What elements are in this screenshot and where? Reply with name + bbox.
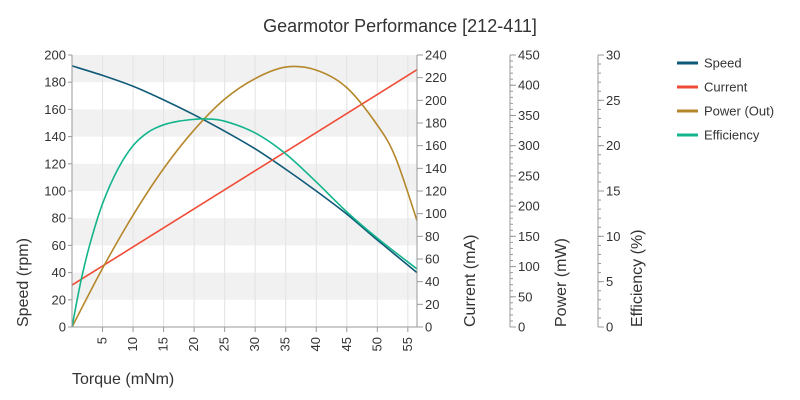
efficiency-tick-label: 5 <box>606 274 613 289</box>
speed-tick-label: 0 <box>59 320 66 335</box>
speed-axis-title: Speed (rpm) <box>15 238 32 327</box>
current-tick-label: 140 <box>425 161 447 176</box>
power-tick-label: 300 <box>518 138 540 153</box>
x-axis-title: Torque (mNm) <box>72 371 174 388</box>
power-tick-label: 350 <box>518 108 540 123</box>
speed-tick-label: 160 <box>44 102 66 117</box>
series-line-current <box>71 69 418 286</box>
efficiency-tick-label: 30 <box>606 48 620 63</box>
x-tick-label: 5 <box>95 337 110 344</box>
efficiency-tick-label: 20 <box>606 138 620 153</box>
speed-tick-label: 120 <box>44 156 66 171</box>
current-tick-label: 200 <box>425 93 447 108</box>
legend-label-speed: Speed <box>704 56 742 71</box>
power-tick-label: 400 <box>518 78 540 93</box>
series-layer <box>71 65 418 328</box>
power-tick-label: 50 <box>518 289 532 304</box>
current-tick-label: 60 <box>425 252 439 267</box>
power-tick-label: 450 <box>518 48 540 63</box>
legend: Speed Current Power (Out) Efficiency <box>677 56 774 143</box>
power-tick-label: 250 <box>518 168 540 183</box>
current-axis-title: Current (mA) <box>462 235 479 327</box>
background-band <box>72 55 417 83</box>
speed-tick-label: 200 <box>44 48 66 63</box>
current-tick-label: 160 <box>425 138 447 153</box>
x-tick-label: 45 <box>339 337 354 351</box>
legend-label-efficiency: Efficiency <box>704 128 760 143</box>
current-tick-label: 240 <box>425 48 447 63</box>
efficiency-axis-title: Efficiency (%) <box>629 229 646 327</box>
efficiency-tick-label: 0 <box>606 320 613 335</box>
current-tick-label: 0 <box>425 320 432 335</box>
series-line-efficiency <box>71 118 418 328</box>
background-band <box>72 109 417 137</box>
speed-tick-label: 100 <box>44 184 66 199</box>
series-line-power-out <box>71 65 418 328</box>
current-tick-label: 40 <box>425 274 439 289</box>
x-tick-label: 55 <box>400 337 415 351</box>
legend-label-current: Current <box>704 80 748 95</box>
speed-tick-label: 80 <box>52 211 66 226</box>
x-tick-label: 20 <box>186 337 201 351</box>
power-tick-label: 0 <box>518 320 525 335</box>
axes-layer: 5 10 15 20 25 30 35 40 45 50 550204060801001201401… <box>15 48 646 352</box>
power-tick-label: 150 <box>518 229 540 244</box>
current-tick-label: 100 <box>425 206 447 221</box>
power-tick-label: 200 <box>518 199 540 214</box>
speed-tick-label: 60 <box>52 238 66 253</box>
x-tick-label: 15 <box>156 337 171 351</box>
x-tick-label: 30 <box>247 337 262 351</box>
x-tick-label: 25 <box>217 337 232 351</box>
x-tick-label: 40 <box>308 337 323 351</box>
speed-tick-label: 180 <box>44 75 66 90</box>
power-tick-label: 100 <box>518 259 540 274</box>
efficiency-tick-label: 10 <box>606 229 620 244</box>
current-tick-label: 80 <box>425 229 439 244</box>
x-tick-label: 35 <box>278 337 293 351</box>
efficiency-tick-label: 25 <box>606 93 620 108</box>
chart-title: Gearmotor Performance [212-411] <box>263 16 537 36</box>
vertical-gridlines <box>102 55 409 327</box>
current-tick-label: 220 <box>425 70 447 85</box>
series-line-speed <box>71 65 418 274</box>
speed-tick-label: 40 <box>52 265 66 280</box>
x-tick-label: 50 <box>369 337 384 351</box>
speed-tick-label: 20 <box>52 292 66 307</box>
x-tick-label: 10 <box>125 337 140 351</box>
current-tick-label: 20 <box>425 297 439 312</box>
current-tick-label: 120 <box>425 184 447 199</box>
speed-tick-label: 140 <box>44 129 66 144</box>
power-axis-title: Power (mW) <box>553 238 570 327</box>
legend-label-power-out: Power (Out) <box>704 104 774 119</box>
efficiency-tick-label: 15 <box>606 184 620 199</box>
current-tick-label: 180 <box>425 116 447 131</box>
background-band <box>72 272 417 300</box>
